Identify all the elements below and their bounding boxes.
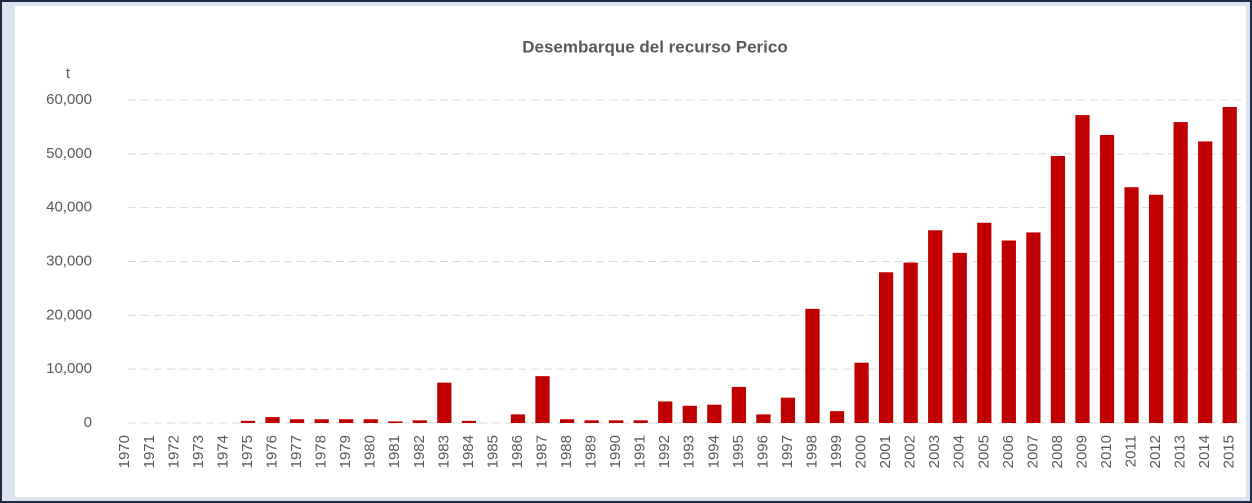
x-tick-label: 1994 (705, 435, 722, 468)
chart-area (15, 6, 1246, 497)
bar (780, 397, 796, 423)
y-axis-label: t (66, 65, 71, 82)
bar (584, 420, 599, 423)
bar (388, 421, 403, 423)
bar (805, 308, 820, 423)
x-tick-label: 2004 (951, 435, 968, 468)
x-tick-label: 1985 (484, 435, 501, 468)
x-tick-label: 1996 (754, 435, 771, 468)
x-tick-label: 2011 (1123, 435, 1140, 467)
bar (879, 272, 894, 423)
x-tick-label: 2015 (1221, 435, 1238, 468)
x-tick-label: 1976 (264, 435, 281, 468)
x-tick-label: 1975 (239, 435, 256, 468)
bar (903, 262, 918, 423)
bar (1099, 134, 1115, 423)
bar (437, 382, 452, 423)
bar (1001, 240, 1016, 423)
x-tick-label: 2006 (1000, 435, 1017, 468)
bar (854, 362, 869, 423)
x-tick-label: 1998 (803, 435, 820, 468)
y-tick-label: 50,000 (46, 145, 92, 162)
x-tick-label: 1990 (607, 435, 624, 468)
x-tick-label: 1971 (141, 435, 158, 468)
x-tick-label: 1972 (165, 435, 182, 468)
bar (1198, 141, 1213, 423)
bar (952, 252, 967, 423)
x-tick-label: 2012 (1147, 435, 1164, 468)
x-tick-label: 1977 (288, 435, 305, 468)
bar (363, 419, 378, 423)
x-tick-label: 2005 (975, 435, 992, 468)
bar (756, 414, 771, 423)
bar (289, 419, 305, 423)
bar (339, 419, 354, 423)
x-tick-label: 1984 (460, 435, 477, 468)
x-tick-label: 1979 (337, 435, 354, 468)
bar (412, 420, 427, 423)
bar (633, 420, 648, 423)
bar (461, 420, 476, 423)
x-tick-label: 2014 (1196, 435, 1213, 468)
x-tick-label: 1978 (313, 435, 330, 468)
x-tick-label: 1974 (214, 435, 231, 468)
bar (535, 376, 550, 423)
x-tick-label: 2003 (926, 435, 943, 468)
bar (1124, 187, 1139, 423)
bar (510, 414, 526, 423)
bar (314, 419, 329, 423)
bar (1173, 122, 1188, 424)
x-tick-label: 2001 (877, 435, 894, 468)
bar (559, 419, 575, 423)
y-tick-label: 20,000 (46, 306, 92, 323)
x-tick-label: 2000 (853, 435, 870, 468)
x-tick-label: 2002 (902, 435, 919, 468)
x-tick-label: 1986 (509, 435, 526, 468)
bar (240, 420, 256, 423)
bar (682, 405, 697, 423)
x-tick-label: 1970 (116, 435, 133, 468)
y-tick-label: 40,000 (46, 199, 92, 216)
bar (928, 230, 943, 423)
x-tick-label: 1997 (779, 435, 796, 468)
bar (829, 411, 845, 423)
x-tick-label: 2007 (1024, 435, 1041, 468)
bar (265, 417, 280, 423)
x-tick-label: 1995 (730, 435, 747, 468)
y-tick-label: 30,000 (46, 252, 92, 269)
x-tick-label: 1987 (533, 435, 550, 468)
chart-title: Desembarque del recurso Perico (522, 37, 788, 56)
x-tick-label: 1988 (558, 435, 575, 468)
x-tick-label: 1993 (681, 435, 698, 468)
bar (731, 386, 746, 423)
y-tick-label: 60,000 (46, 91, 92, 108)
bar (1026, 232, 1041, 423)
x-tick-label: 1982 (411, 435, 428, 468)
y-tick-label: 0 (84, 414, 92, 431)
bar (977, 222, 992, 423)
bar (609, 420, 624, 423)
x-tick-label: 1981 (386, 435, 403, 468)
bar (658, 401, 673, 423)
x-tick-label: 2009 (1073, 435, 1090, 468)
bar (1222, 106, 1237, 423)
bar (1148, 194, 1164, 423)
x-tick-label: 1980 (362, 435, 379, 468)
x-tick-label: 1999 (828, 435, 845, 468)
x-tick-label: 1989 (583, 435, 600, 468)
bar (1050, 155, 1066, 423)
x-tick-label: 2013 (1172, 435, 1189, 468)
bar (1075, 115, 1090, 423)
y-tick-label: 10,000 (46, 360, 92, 377)
x-tick-label: 1973 (190, 435, 207, 468)
x-tick-label: 1992 (656, 435, 673, 468)
x-tick-label: 2010 (1098, 435, 1115, 468)
x-tick-label: 1983 (435, 435, 452, 468)
x-tick-label: 1991 (632, 435, 649, 468)
bar (707, 404, 722, 423)
x-tick-label: 2008 (1049, 435, 1066, 468)
